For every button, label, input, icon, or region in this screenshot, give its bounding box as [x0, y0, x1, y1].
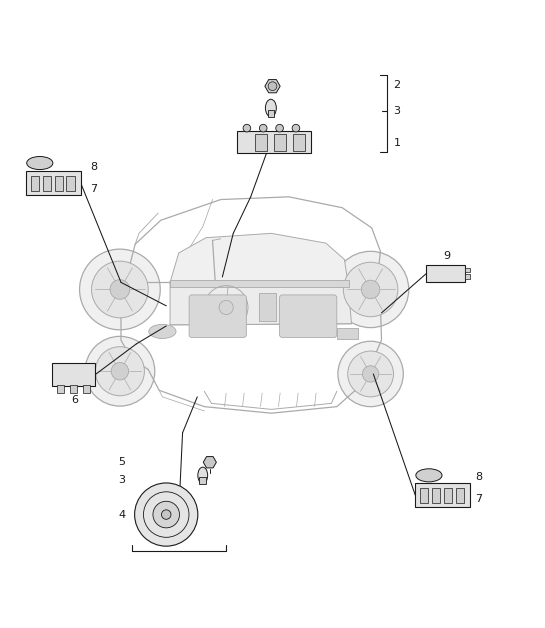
Bar: [268, 110, 274, 117]
Bar: [66, 176, 75, 191]
Circle shape: [268, 82, 277, 90]
Circle shape: [110, 279, 130, 300]
Ellipse shape: [265, 99, 276, 117]
Bar: [237, 131, 311, 153]
Circle shape: [243, 124, 251, 132]
Text: 9: 9: [443, 251, 451, 261]
Circle shape: [111, 362, 129, 380]
Text: 7: 7: [90, 183, 97, 193]
Text: 4: 4: [118, 509, 125, 519]
Bar: [43, 176, 51, 191]
Ellipse shape: [416, 468, 442, 482]
Text: 6: 6: [72, 395, 78, 405]
Text: 7: 7: [475, 494, 482, 504]
Polygon shape: [170, 234, 348, 283]
Circle shape: [153, 501, 179, 528]
Circle shape: [92, 261, 148, 318]
Bar: [465, 274, 470, 279]
Ellipse shape: [198, 467, 208, 484]
Circle shape: [338, 341, 403, 407]
Bar: [426, 265, 465, 283]
Circle shape: [95, 347, 144, 396]
Bar: [52, 363, 95, 386]
Bar: [456, 488, 464, 503]
Bar: [293, 134, 305, 151]
Polygon shape: [170, 281, 352, 325]
Circle shape: [332, 251, 409, 328]
Circle shape: [85, 337, 155, 406]
Circle shape: [135, 483, 198, 546]
Text: 3: 3: [118, 475, 125, 485]
Circle shape: [219, 300, 233, 315]
Bar: [70, 385, 77, 393]
Bar: [199, 477, 206, 484]
Text: 2: 2: [393, 80, 401, 90]
Text: 5: 5: [118, 457, 125, 467]
Bar: [31, 176, 39, 191]
Bar: [54, 176, 63, 191]
Text: 3: 3: [393, 106, 401, 116]
Circle shape: [80, 249, 160, 330]
Circle shape: [276, 124, 283, 132]
Bar: [170, 279, 349, 287]
FancyBboxPatch shape: [280, 295, 337, 337]
Text: 8: 8: [90, 162, 97, 172]
Bar: [57, 385, 64, 393]
Circle shape: [348, 351, 393, 397]
Bar: [274, 134, 286, 151]
Circle shape: [161, 510, 171, 519]
Bar: [337, 328, 358, 338]
Bar: [420, 488, 428, 503]
Ellipse shape: [149, 324, 176, 338]
Bar: [83, 385, 90, 393]
Text: 1: 1: [393, 138, 401, 148]
Ellipse shape: [27, 156, 53, 170]
Bar: [465, 268, 470, 272]
Bar: [415, 483, 470, 507]
Circle shape: [292, 124, 300, 132]
Circle shape: [362, 365, 379, 382]
Circle shape: [343, 263, 398, 317]
Bar: [432, 488, 440, 503]
Bar: [26, 171, 81, 195]
FancyBboxPatch shape: [189, 295, 246, 337]
Bar: [444, 488, 452, 503]
Circle shape: [361, 280, 380, 299]
Bar: [255, 134, 267, 151]
Bar: [259, 293, 276, 320]
Text: 8: 8: [475, 472, 482, 482]
Circle shape: [259, 124, 267, 132]
